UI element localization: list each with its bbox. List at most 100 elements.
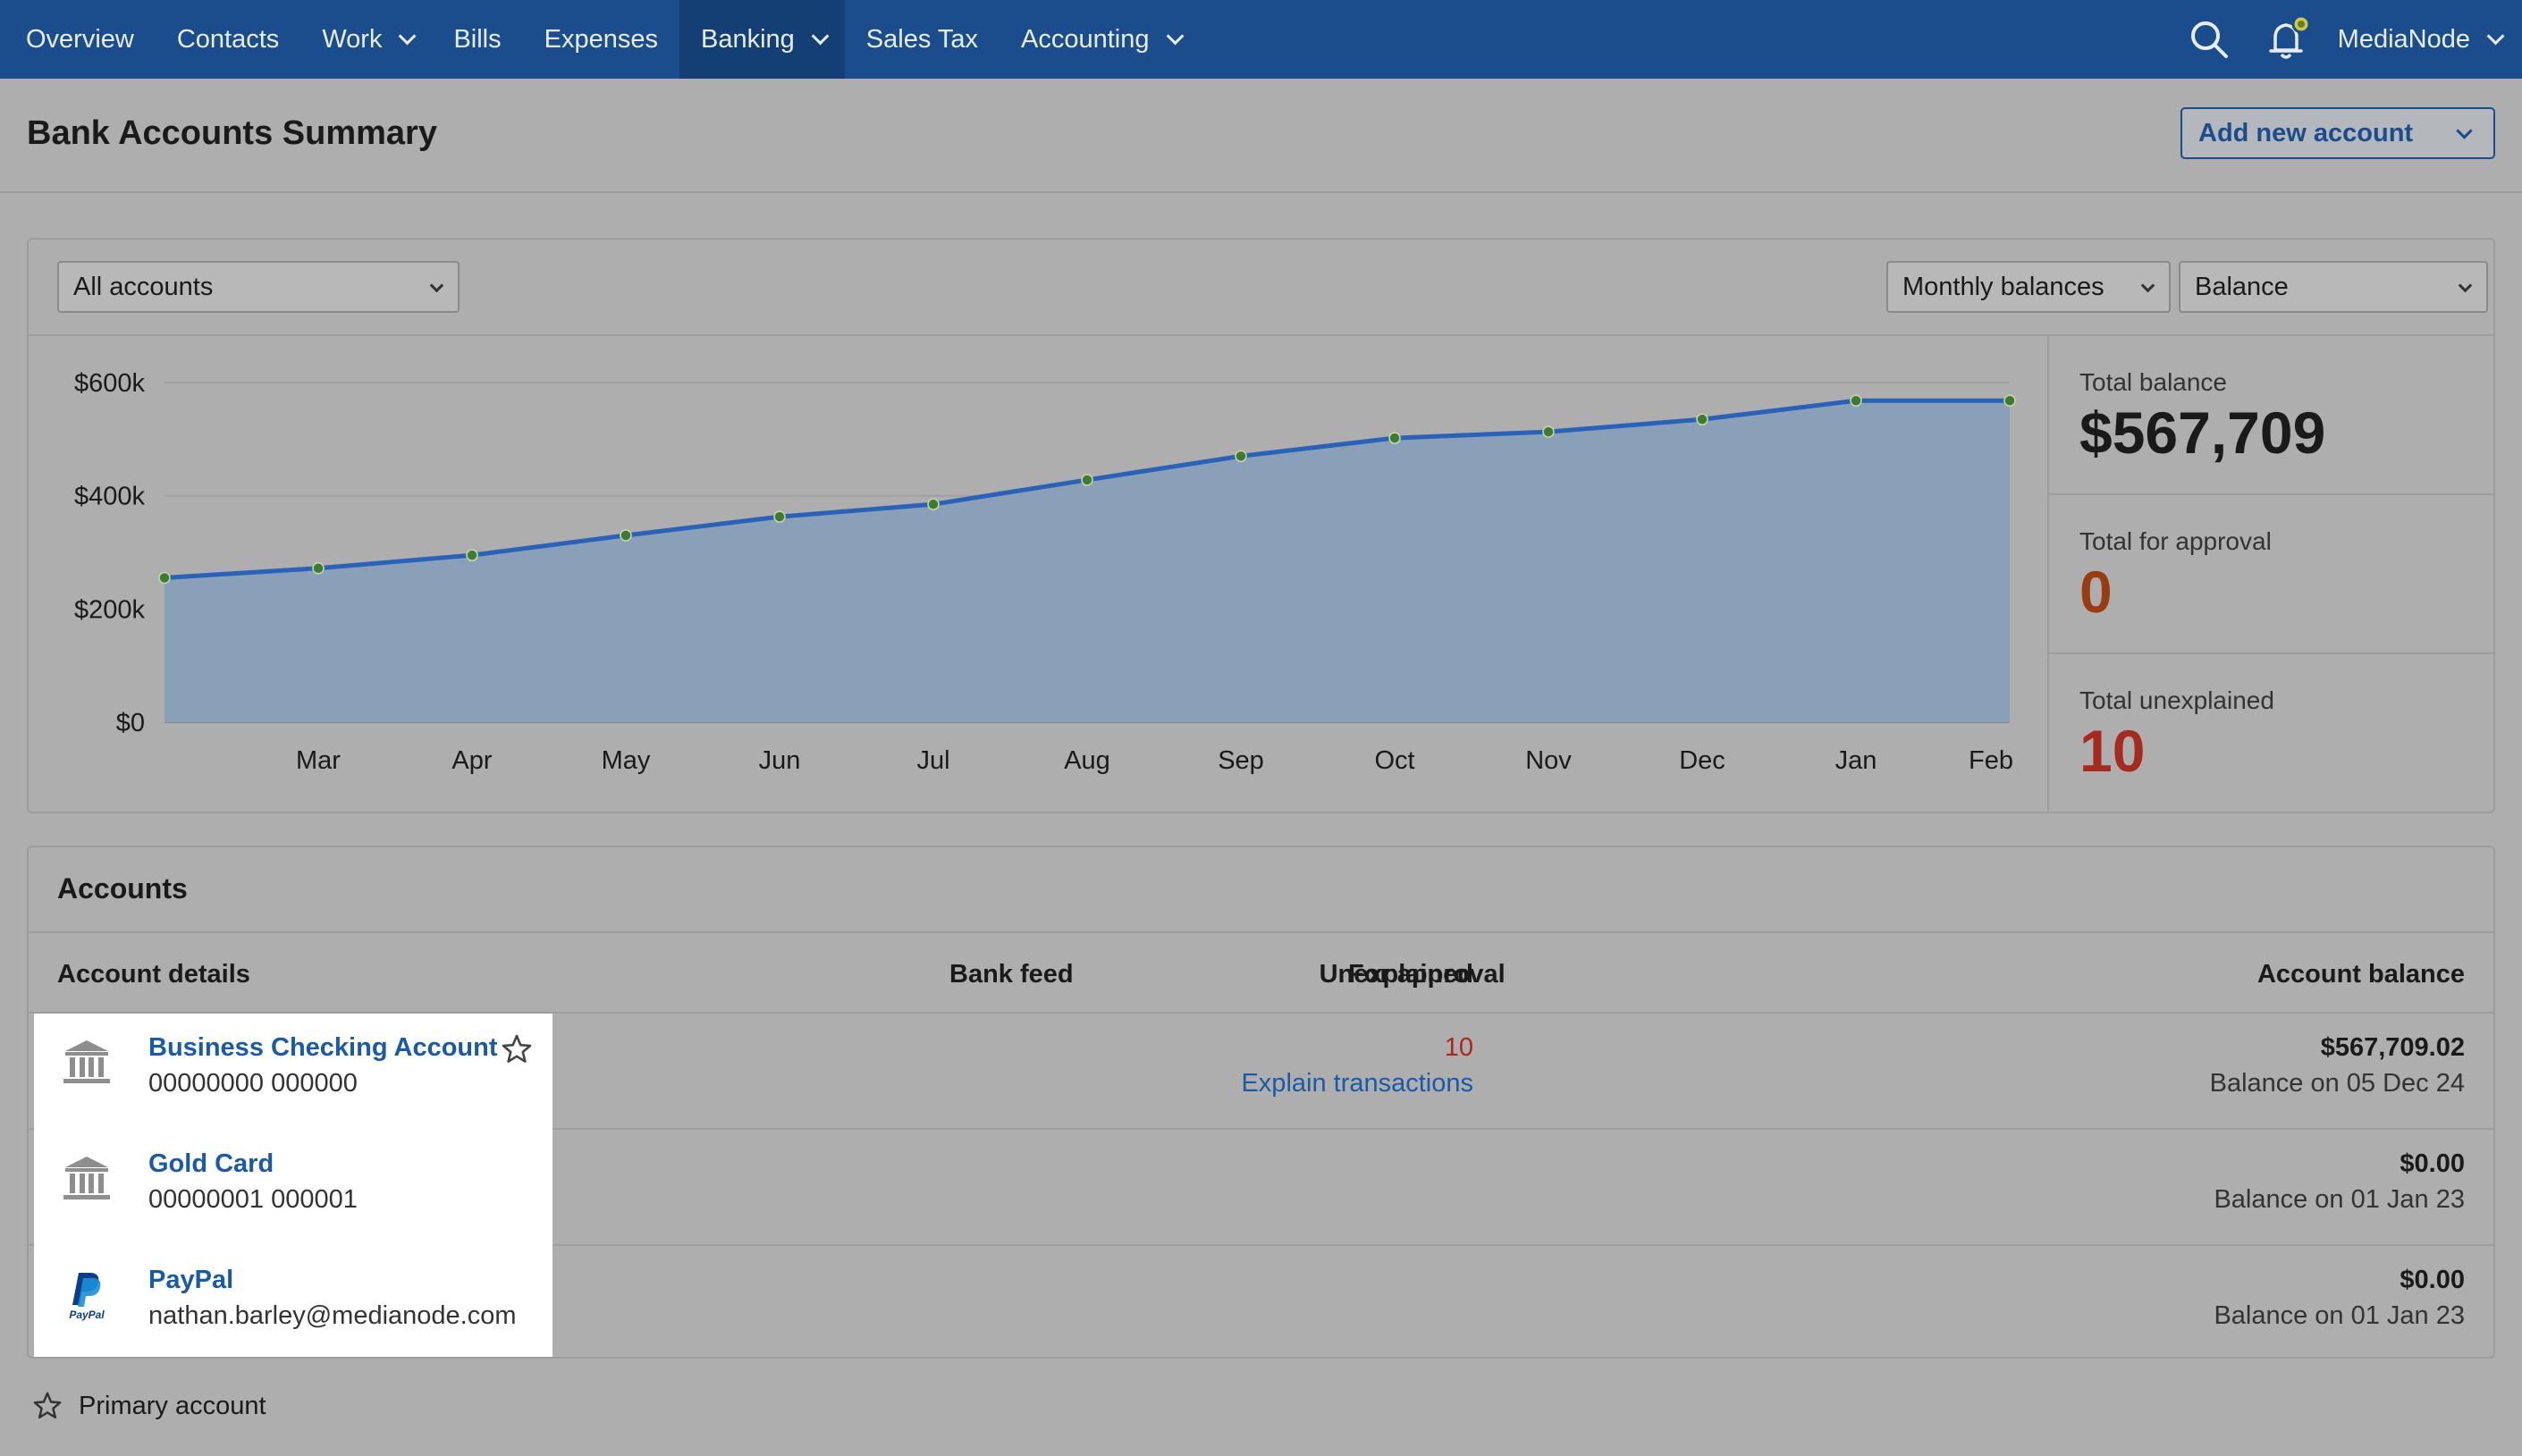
nav-sales-tax[interactable]: Sales Tax [845, 0, 1000, 79]
y-tick-label: $0 [116, 709, 145, 737]
nav-work[interactable]: Work [300, 0, 432, 79]
chevron-down-icon [2140, 278, 2155, 293]
stat-total-balance: Total balance $567,709 [2049, 336, 2495, 495]
card-title: Accounts [57, 872, 188, 905]
table-row: Business Checking Account 00000000 00000… [29, 1014, 2493, 1130]
stat-value: 10 [2079, 718, 2146, 784]
data-point [1696, 413, 1708, 425]
chevron-down-icon [429, 278, 444, 293]
chevron-down-icon [2486, 27, 2505, 46]
select-value: Balance [2195, 272, 2289, 301]
balance-date: Balance on 01 Jan 23 [2214, 1185, 2465, 1214]
data-point [1542, 425, 1555, 438]
primary-account-legend: Primary account [32, 1391, 266, 1421]
data-point [1235, 450, 1247, 463]
x-tick-label: Mar [296, 746, 341, 775]
account-balance: $0.00 [2400, 1149, 2465, 1178]
table-header: Account details Bank feed For approval U… [29, 931, 2493, 1014]
table-row: PayPal PayPal nathan.barley@medianode.co… [29, 1246, 2493, 1357]
y-tick-label: $600k [74, 369, 146, 398]
nav-label: Sales Tax [865, 24, 979, 54]
star-icon [33, 1392, 62, 1419]
data-point [773, 510, 786, 523]
bank-icon [63, 1040, 110, 1083]
account-name-link[interactable]: Gold Card [148, 1149, 274, 1178]
user-name: MediaNode [2337, 24, 2470, 54]
add-new-account-button[interactable]: Add new account [2180, 107, 2495, 159]
nav-contacts[interactable]: Contacts [156, 0, 300, 79]
table-row: Gold Card 00000001 000001 $0.00 Balance … [29, 1130, 2493, 1246]
nav-banking[interactable]: Banking [679, 0, 845, 79]
accounts-select[interactable]: All accounts [57, 261, 460, 313]
account-number: 00000000 000000 [148, 1069, 358, 1098]
stat-label: Total unexplained [2079, 686, 2274, 714]
chevron-down-icon [1166, 27, 1184, 46]
chevron-down-icon [399, 27, 417, 46]
nav-expenses[interactable]: Expenses [523, 0, 679, 79]
select-value: Monthly balances [1902, 272, 2104, 301]
accounts-card: Accounts Account details Bank feed For a… [27, 846, 2495, 1359]
stat-label: Total balance [2079, 368, 2228, 396]
balance-chart: $0 $200k $400k $600k Mar Apr May Jun Jul Aug Sep Oc… [29, 336, 2047, 813]
stats-panel: Total balance $567,709 Total for approva… [2047, 336, 2495, 813]
select-value: All accounts [73, 272, 214, 301]
legend-label: Primary account [79, 1391, 266, 1420]
column-header-bank-feed: Bank feed [949, 960, 1074, 989]
nav-label: Work [322, 24, 383, 54]
balance-date: Balance on 05 Dec 24 [2209, 1069, 2465, 1098]
nav-label: Accounting [1021, 24, 1150, 54]
bank-icon [63, 1157, 110, 1199]
y-tick-label: $200k [74, 595, 146, 624]
search-icon[interactable] [2170, 0, 2248, 79]
nav-overview[interactable]: Overview [0, 0, 156, 79]
data-point [620, 529, 632, 542]
column-header-approval: For approval [1348, 960, 1506, 989]
top-navigation: Overview Contacts Work Bills Expenses Ba… [0, 0, 2522, 79]
x-tick-label: Sep [1218, 746, 1264, 775]
data-point [927, 498, 940, 510]
x-tick-label: Jul [916, 746, 949, 775]
account-balance: $0.00 [2400, 1266, 2465, 1294]
stat-total-unexplained: Total unexplained 10 [2049, 654, 2495, 813]
page-title: Bank Accounts Summary [27, 114, 437, 152]
account-details-cell: Business Checking Account 00000000 00000… [34, 1014, 552, 1130]
data-point [1388, 432, 1401, 444]
balance-area-chart: $0 $200k $400k $600k Mar Apr May Jun Jul Aug Sep Oc… [74, 369, 2016, 775]
account-name-link[interactable]: PayPal [148, 1266, 234, 1294]
metric-select[interactable]: Balance [2179, 261, 2488, 313]
page-header: Bank Accounts Summary Add new account [0, 79, 2522, 193]
period-select[interactable]: Monthly balances [1886, 261, 2171, 313]
x-tick-label: Oct [1374, 746, 1414, 775]
account-details-cell: PayPal PayPal nathan.barley@medianode.co… [34, 1246, 552, 1357]
data-point [312, 561, 325, 575]
nav-label: Banking [700, 24, 795, 54]
stat-value: $567,709 [2079, 400, 2326, 466]
column-header-unexplained: Unexplained [1319, 960, 1473, 989]
stat-value: 0 [2079, 559, 2113, 625]
column-header-details: Account details [57, 960, 250, 989]
balance-chart-card: All accounts Monthly balances Balance $0… [27, 238, 2495, 813]
y-tick-label: $400k [74, 483, 146, 511]
nav-bills[interactable]: Bills [432, 0, 522, 79]
data-point [1850, 394, 1862, 408]
data-point [158, 571, 171, 585]
bell-icon[interactable] [2248, 0, 2327, 79]
account-balance: $567,709.02 [2320, 1033, 2465, 1062]
primary-star-icon[interactable] [501, 1033, 533, 1065]
account-details-cell: Gold Card 00000001 000001 [34, 1130, 552, 1246]
paypal-icon: PayPal [69, 1273, 105, 1321]
x-tick-label: Feb [1969, 746, 2013, 775]
chevron-down-icon [2458, 278, 2473, 293]
x-tick-label: Nov [1525, 746, 1572, 775]
account-name-link[interactable]: Business Checking Account [148, 1033, 498, 1062]
svg-text:PayPal: PayPal [69, 1309, 105, 1321]
nav-label: Contacts [176, 24, 280, 54]
account-email: nathan.barley@medianode.com [148, 1301, 517, 1330]
explain-transactions-link[interactable]: Explain transactions [1241, 1069, 1473, 1098]
nav-label: Overview [26, 24, 134, 54]
nav-accounting[interactable]: Accounting [1000, 0, 1200, 79]
chart-filter-bar: All accounts Monthly balances Balance [29, 240, 2493, 336]
nav-label: Expenses [544, 24, 658, 54]
x-tick-label: Dec [1679, 746, 1725, 775]
user-menu[interactable]: MediaNode [2327, 0, 2522, 79]
